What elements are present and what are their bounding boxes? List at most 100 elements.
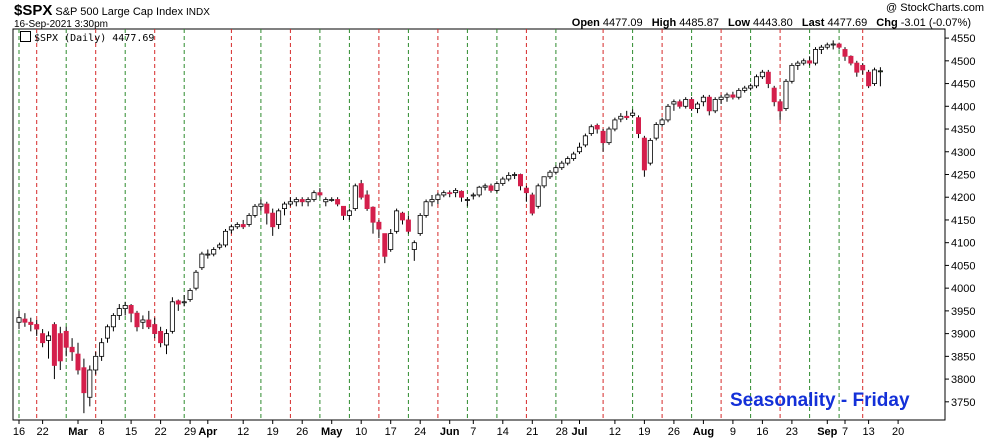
candle-body [689, 99, 695, 109]
candle-body [405, 219, 411, 232]
candle-body [665, 105, 671, 121]
candle-body [553, 167, 559, 173]
candle-body [647, 139, 653, 164]
x-tick-label: 26 [668, 426, 680, 438]
x-tick-label: 17 [385, 426, 397, 438]
x-tick-label: 15 [125, 426, 137, 438]
candle-body [105, 326, 111, 339]
candle-body [464, 199, 470, 201]
candle-body [494, 183, 500, 191]
candle-body [700, 96, 706, 103]
candle-body [323, 199, 329, 203]
x-tick-label: 10 [355, 426, 367, 438]
candle-body [110, 315, 116, 328]
candle-body [518, 174, 524, 187]
candle-body [169, 301, 175, 332]
candle-body [122, 305, 128, 310]
candle-body [541, 176, 547, 187]
x-tick-label: Jun [440, 426, 460, 438]
candle-body [547, 171, 553, 178]
candle-body [305, 199, 311, 203]
candle-body [429, 199, 435, 203]
candle-body [588, 126, 594, 134]
candle-body [636, 117, 642, 134]
candle-body [63, 330, 69, 348]
candle-body [641, 137, 647, 171]
candle-body [75, 353, 81, 371]
candle-body [754, 76, 760, 87]
candle-body [836, 43, 842, 48]
candle-body [482, 185, 488, 188]
candle-body [771, 87, 777, 103]
candle-body [807, 60, 813, 64]
candle-body [222, 230, 228, 246]
candle-body [801, 60, 807, 64]
candle-body [523, 187, 529, 194]
x-tick-label: 21 [526, 426, 538, 438]
candle-body [842, 49, 848, 57]
x-tick-label: 12 [609, 426, 621, 438]
y-tick-label: 3850 [951, 351, 975, 363]
x-tick-label: Apr [198, 426, 218, 438]
candle-body [258, 203, 264, 207]
y-tick-label: 4100 [951, 238, 975, 250]
candle-body [677, 101, 683, 107]
candle-body [830, 43, 836, 46]
candle-body [193, 271, 199, 289]
candle-body [488, 185, 494, 191]
candle-body [93, 355, 99, 371]
candle-body [877, 70, 883, 73]
x-tick-label: 24 [414, 426, 426, 438]
candle-body [795, 62, 801, 66]
candle-body [706, 96, 712, 112]
ticker-symbol: $SPX [14, 2, 53, 19]
x-tick-label: Mar [68, 426, 88, 438]
candle-body [175, 300, 181, 305]
candle-body [346, 210, 352, 216]
candle-body [57, 333, 63, 362]
candle-body [606, 128, 612, 144]
candle-body [712, 99, 718, 112]
y-tick-label: 4400 [951, 101, 975, 113]
x-tick-label: 19 [638, 426, 650, 438]
candle-body [299, 199, 305, 203]
x-tick-label: 13 [862, 426, 874, 438]
candle-body [435, 194, 441, 200]
candle-body [293, 199, 299, 203]
candle-body [340, 205, 346, 216]
x-tick-label: 22 [154, 426, 166, 438]
candle-body [423, 201, 429, 216]
candle-body [87, 369, 93, 398]
watermark: @ StockCharts.com [886, 2, 984, 14]
candle-body [140, 319, 146, 323]
candle-body [146, 319, 152, 328]
candle-body [158, 330, 164, 344]
candle-body [370, 206, 376, 223]
y-tick-label: 3950 [951, 306, 975, 318]
candle-body [789, 64, 795, 82]
plot-area [12, 28, 946, 421]
candle-body [228, 226, 234, 231]
candle-body [417, 215, 423, 234]
x-tick-label: 8 [99, 426, 105, 438]
candle-body [470, 194, 476, 197]
candle-body [577, 146, 583, 153]
chg-value: -3.01 (-0.07%) [900, 17, 971, 29]
candle-body [335, 199, 341, 205]
candle-body [411, 242, 417, 250]
legend-label: $SPX (Daily) 4477.69 [34, 33, 155, 44]
candle-body [99, 342, 105, 357]
candle-body [765, 71, 771, 84]
x-tick-label: 19 [267, 426, 279, 438]
candle-body [134, 312, 140, 328]
candle-body [848, 55, 854, 64]
candle-body [441, 192, 447, 196]
candle-body [287, 201, 293, 205]
candle-body [630, 112, 636, 116]
quote-bar: Open 4477.09 High 4485.87 Low 4443.80 Last 4… [566, 17, 971, 29]
candle-body [16, 317, 22, 323]
candle-body [559, 162, 565, 169]
last-label: Last [801, 17, 825, 29]
candle-body [724, 94, 730, 98]
